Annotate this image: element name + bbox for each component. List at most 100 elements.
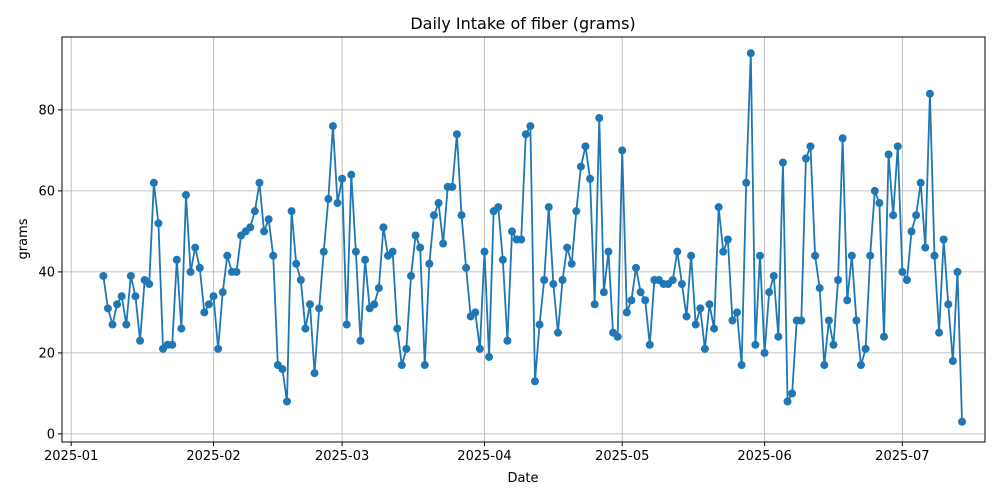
data-point — [723, 235, 732, 244]
y-tick-label: 20 — [38, 346, 55, 361]
data-point — [912, 211, 921, 220]
data-point — [200, 308, 209, 317]
data-point — [370, 300, 379, 309]
data-point — [801, 154, 810, 163]
data-point — [765, 288, 774, 297]
data-point — [627, 296, 636, 305]
data-point — [889, 211, 898, 220]
data-point — [301, 324, 310, 333]
data-point — [916, 178, 925, 187]
x-tick-label: 2025-05 — [595, 449, 649, 464]
data-point — [861, 344, 870, 353]
data-point — [737, 361, 746, 370]
data-point — [319, 247, 328, 256]
data-point — [857, 361, 866, 370]
data-point — [902, 276, 911, 284]
data-point — [705, 300, 714, 309]
data-point — [439, 239, 448, 248]
data-point — [186, 267, 195, 276]
data-point — [553, 328, 562, 337]
data-point — [480, 247, 489, 256]
data-point — [246, 223, 255, 232]
data-point — [315, 304, 324, 313]
data-point — [149, 178, 158, 187]
x-tick-label: 2025-02 — [186, 449, 240, 464]
data-point — [884, 150, 893, 159]
data-point — [204, 300, 213, 309]
data-point — [935, 328, 944, 337]
data-point — [503, 336, 512, 345]
data-point — [769, 271, 778, 280]
data-point — [733, 308, 742, 317]
data-point — [700, 344, 709, 353]
data-point — [687, 251, 696, 260]
chart-title: Daily Intake of fiber (grams) — [410, 14, 635, 33]
data-point — [714, 203, 723, 212]
data-point — [388, 247, 397, 256]
data-point — [632, 263, 640, 272]
y-tick-label: 0 — [47, 427, 55, 442]
data-point — [719, 247, 728, 256]
data-point — [260, 227, 269, 236]
data-point — [452, 130, 461, 139]
data-point — [351, 247, 360, 256]
data-point — [673, 247, 682, 256]
data-point — [328, 122, 337, 131]
data-point — [498, 255, 507, 264]
data-point — [292, 259, 301, 268]
data-point — [879, 332, 888, 341]
data-point — [154, 219, 163, 228]
data-point — [815, 284, 824, 293]
data-point — [113, 300, 122, 309]
data-point — [517, 235, 526, 244]
data-point — [287, 207, 296, 216]
data-point — [875, 199, 884, 208]
data-point — [696, 304, 705, 313]
data-point — [296, 276, 305, 284]
data-point — [168, 340, 177, 349]
data-point — [636, 288, 645, 297]
data-point — [540, 276, 549, 284]
data-point — [305, 300, 314, 309]
data-point — [485, 352, 494, 361]
x-axis-ticks: 2025-01 2025-02 2025-03 2025-04 2025-05 2025-… — [44, 442, 930, 464]
data-point — [866, 251, 875, 260]
data-point — [117, 292, 126, 301]
data-point — [893, 142, 902, 151]
data-point — [948, 357, 957, 365]
data-point — [645, 340, 654, 349]
data-point — [820, 361, 829, 370]
x-axis-label: Date — [507, 471, 538, 486]
data-point — [411, 231, 420, 240]
data-point — [576, 162, 585, 171]
data-point — [136, 336, 145, 345]
data-point — [530, 377, 539, 386]
data-point — [342, 320, 351, 329]
data-point — [953, 267, 962, 276]
data-point — [397, 361, 406, 370]
data-point — [324, 195, 333, 203]
data-point — [278, 365, 287, 374]
data-point — [374, 284, 383, 293]
data-point — [361, 255, 370, 264]
data-point — [407, 271, 415, 280]
data-point — [122, 320, 131, 329]
data-point — [416, 243, 425, 252]
y-tick-label: 60 — [38, 184, 55, 199]
data-point — [682, 312, 691, 321]
data-point — [751, 340, 760, 349]
data-point — [544, 203, 553, 212]
data-point — [641, 296, 650, 305]
data-point — [475, 344, 484, 353]
data-point — [677, 280, 686, 289]
data-point — [567, 259, 576, 268]
data-point — [471, 308, 480, 317]
data-point — [668, 276, 677, 284]
data-point — [214, 344, 223, 353]
data-point — [755, 251, 764, 260]
data-point — [613, 332, 622, 341]
data-point — [563, 243, 572, 252]
data-point — [925, 89, 934, 98]
data-point — [549, 280, 558, 289]
